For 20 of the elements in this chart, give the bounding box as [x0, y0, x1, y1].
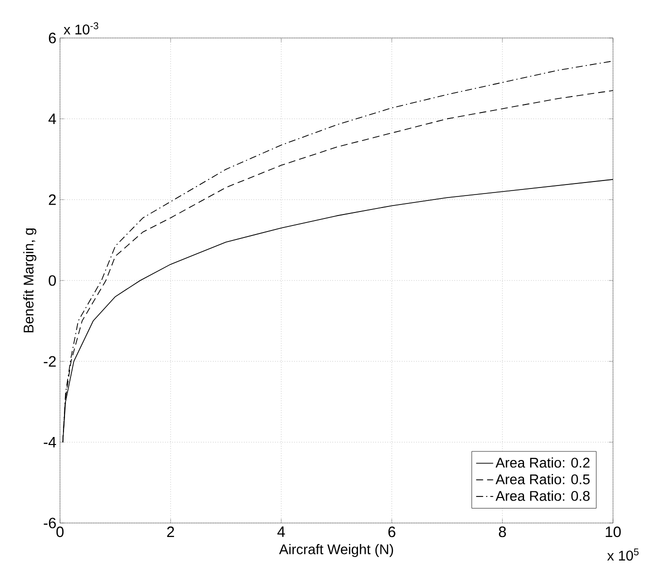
x-tick-label: 8: [498, 526, 506, 538]
x-tick-label: 0: [56, 526, 64, 538]
y-tick-label: 0: [48, 275, 56, 286]
x-axis-title: Aircraft Weight (N): [279, 544, 394, 558]
legend-label: Area Ratio: 0.2: [496, 457, 590, 468]
text: x 10$^{5}$: [607, 548, 639, 561]
y-tick-label: 6: [48, 32, 56, 44]
x-tick-label: 4: [277, 526, 285, 537]
legend-label: Area Ratio: 0.5: [496, 474, 590, 484]
x-tick-label: 2: [167, 526, 174, 537]
y-tick-label: -6: [44, 518, 56, 528]
x-tick-label: 6: [388, 526, 396, 538]
y-tick-label: 4: [48, 114, 56, 124]
y-axis-title: Benefit Margin, g: [23, 228, 36, 332]
legend-label: Area Ratio: 0.8: [496, 490, 590, 501]
text: x 10$^{-3}$: [64, 22, 98, 34]
x-tick-label: 10: [606, 526, 621, 538]
y-tick-label: -2: [44, 356, 56, 367]
y-tick-label: 2: [48, 194, 56, 205]
y-tick-label: -4: [44, 437, 56, 448]
